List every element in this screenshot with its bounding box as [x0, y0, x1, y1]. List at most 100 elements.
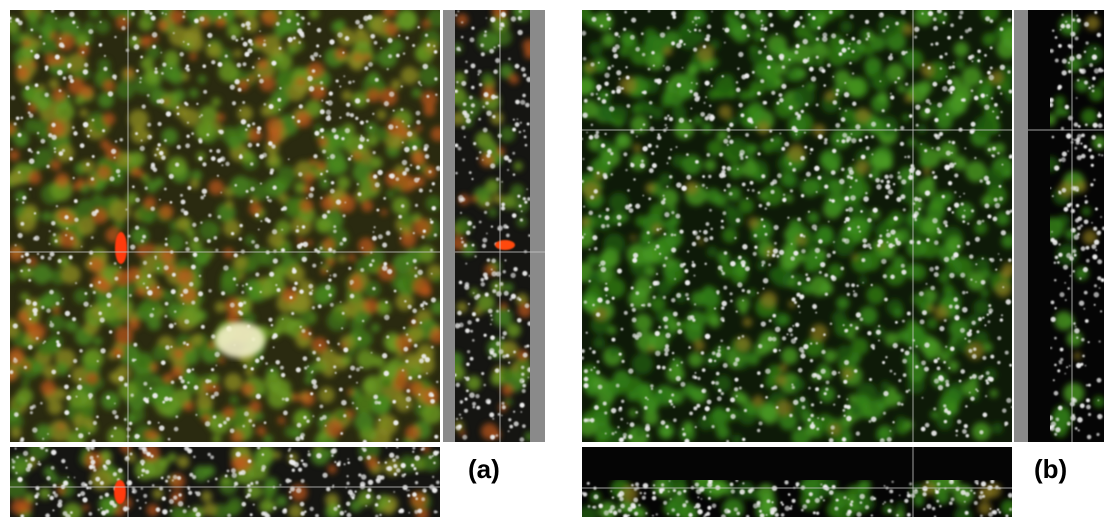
white-particle [273, 506, 277, 510]
green-cell [25, 118, 40, 133]
white-particle [329, 275, 331, 277]
white-particle [182, 16, 185, 19]
green-cell [225, 200, 233, 208]
white-particle [309, 291, 313, 295]
white-particle [25, 252, 29, 256]
white-particle [1068, 70, 1071, 73]
white-particle [982, 258, 984, 260]
white-particle [1073, 398, 1077, 402]
white-particle [710, 228, 713, 231]
white-particle [757, 429, 760, 432]
white-particle [191, 301, 195, 305]
white-particle [747, 290, 751, 294]
white-particle [716, 372, 720, 376]
orange-cell [83, 504, 89, 510]
white-particle [56, 205, 58, 207]
white-particle [689, 120, 692, 123]
white-particle [308, 451, 310, 453]
white-particle [960, 369, 965, 374]
white-particle [483, 384, 486, 387]
white-particle [320, 109, 325, 114]
white-particle [652, 163, 657, 168]
white-particle [241, 291, 244, 294]
white-particle [354, 490, 356, 492]
white-particle [291, 312, 294, 315]
white-particle [1100, 216, 1102, 218]
green-cell [276, 69, 293, 86]
green-cell [630, 154, 647, 171]
white-particle [643, 123, 645, 125]
white-particle [64, 384, 69, 389]
white-particle [485, 202, 489, 206]
white-particle [147, 421, 151, 425]
green-cell [32, 264, 52, 284]
white-particle [666, 127, 668, 129]
white-particle [612, 48, 617, 53]
white-particle [1066, 24, 1071, 29]
white-particle [306, 197, 308, 199]
white-particle [18, 65, 21, 68]
white-particle [997, 336, 1001, 340]
green-cell [687, 65, 697, 75]
white-particle [98, 281, 101, 284]
white-particle [146, 452, 151, 457]
green-cell [854, 491, 872, 509]
white-particle [982, 220, 985, 223]
white-particle [289, 296, 292, 299]
white-particle [268, 318, 272, 322]
white-particle [377, 170, 382, 175]
white-particle [502, 25, 504, 27]
white-particle [51, 370, 56, 375]
white-particle [20, 514, 24, 518]
white-particle [692, 261, 694, 263]
white-particle [856, 285, 858, 287]
orange-cell [131, 168, 140, 177]
white-particle [495, 368, 500, 373]
green-cell [896, 502, 905, 511]
green-cell [110, 296, 121, 307]
green-cell [1081, 109, 1097, 125]
white-particle [695, 503, 700, 508]
white-particle [479, 151, 481, 153]
white-particle [763, 225, 765, 227]
white-particle [771, 387, 774, 390]
orange-cell [923, 168, 930, 175]
white-particle [924, 149, 927, 152]
white-particle [905, 51, 907, 53]
white-particle [833, 404, 835, 406]
green-cell [237, 106, 252, 121]
white-particle [429, 189, 432, 192]
white-particle [415, 497, 418, 500]
white-particle [653, 65, 655, 67]
white-particle [183, 289, 188, 294]
orange-cell [497, 147, 505, 155]
white-particle [898, 175, 902, 179]
white-particle [490, 163, 495, 168]
white-particle [65, 234, 67, 236]
white-particle [461, 417, 463, 419]
white-particle [701, 351, 704, 354]
green-cell [791, 428, 810, 447]
white-particle [54, 493, 58, 497]
white-particle [1055, 36, 1058, 39]
orange-cell [383, 3, 397, 17]
green-cell [642, 395, 660, 413]
white-particle [667, 115, 669, 117]
white-particle [839, 52, 843, 56]
white-particle [462, 159, 465, 162]
white-particle [727, 166, 732, 171]
white-particle [12, 460, 15, 463]
white-particle [771, 91, 775, 95]
white-particle [989, 75, 995, 81]
white-particle [695, 24, 697, 26]
white-particle [243, 42, 248, 47]
white-particle [296, 13, 299, 16]
white-particle [289, 459, 294, 464]
white-particle [722, 173, 726, 177]
white-particle [962, 307, 968, 313]
white-particle [46, 476, 51, 481]
white-particle [121, 26, 125, 30]
white-particle [975, 237, 980, 242]
white-particle [299, 326, 302, 329]
white-particle [851, 50, 854, 53]
